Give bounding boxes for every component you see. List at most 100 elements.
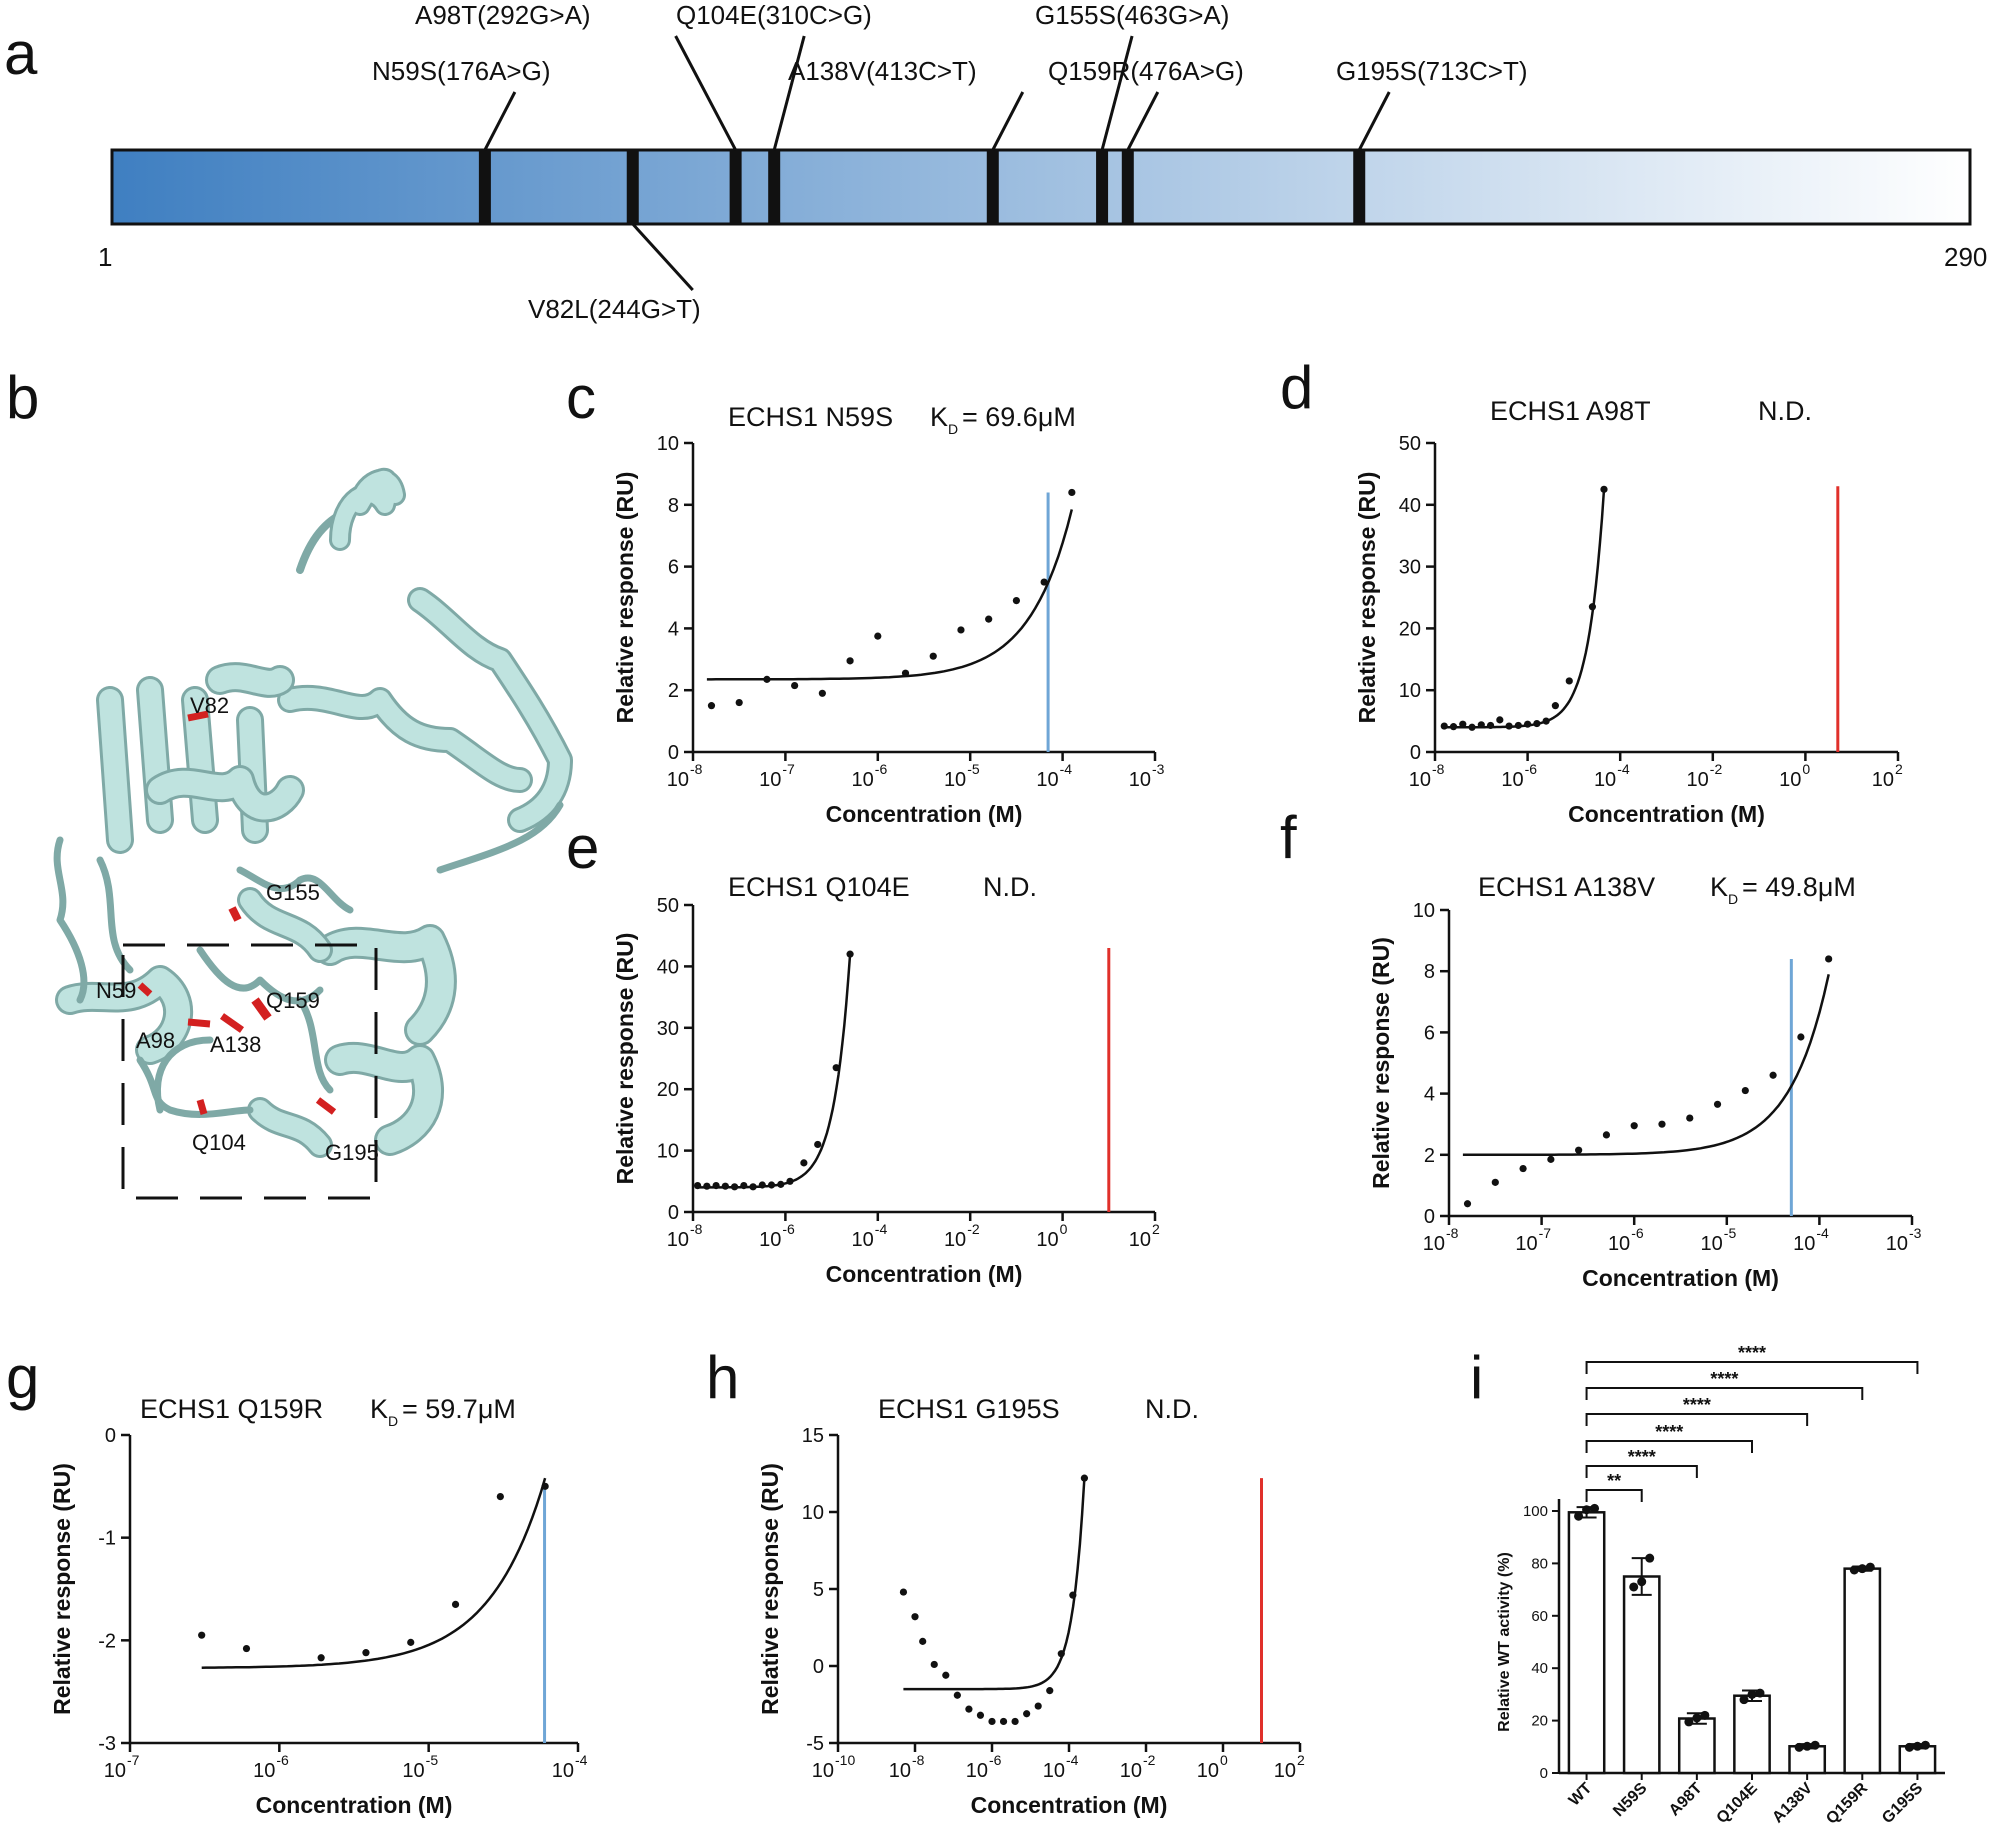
x-tick-base: 10	[253, 1760, 275, 1782]
data-point	[1713, 1100, 1722, 1108]
protein-structure: V82 G155 N59 Q159 A98 A138 Q104 G195	[53, 467, 573, 1200]
data-point	[1658, 1120, 1666, 1128]
highlight-q104	[196, 1099, 208, 1115]
data-point	[1463, 1200, 1472, 1208]
protein-bar	[110, 148, 1972, 226]
x-tick-base: 10	[759, 1229, 781, 1251]
data-point	[1630, 1122, 1638, 1130]
panel-label-d: d	[1280, 354, 1313, 421]
y-tick-label: 10	[657, 433, 679, 455]
data-point	[694, 1181, 702, 1190]
data-point	[763, 675, 771, 683]
y-axis-label: Relative response (RU)	[49, 1463, 75, 1715]
x-tick-base: 10	[852, 769, 874, 791]
residue-label-g155: G155	[266, 880, 320, 905]
x-axis-label: Concentration (M)	[826, 801, 1023, 827]
significance-label: ****	[1655, 1422, 1683, 1442]
residue-label-g195: G195	[325, 1140, 379, 1165]
data-point	[832, 1064, 840, 1072]
kd-symbol: K	[1710, 872, 1728, 902]
y-tick-label: 100	[1523, 1503, 1548, 1520]
mutation-label: A98T(292G>A)	[415, 0, 591, 30]
x-tick-base: 10	[1274, 1760, 1296, 1782]
kd-value: = 59.7μM	[402, 1394, 516, 1424]
data-point	[242, 1644, 251, 1653]
data-point	[451, 1600, 460, 1608]
x-tick-base: 10	[667, 1229, 689, 1251]
x-tick-exponent: -5	[967, 761, 980, 777]
data-point	[1741, 1086, 1749, 1095]
replicate-point	[1629, 1582, 1639, 1592]
mutation-leader-line	[772, 35, 806, 151]
x-tick-exponent: -3	[1152, 761, 1165, 777]
data-point	[317, 1654, 325, 1662]
data-point	[800, 1159, 808, 1167]
data-point	[1547, 1155, 1555, 1163]
y-tick-label: 40	[1399, 495, 1421, 517]
x-tick-exponent: -7	[127, 1752, 140, 1768]
y-tick-label: 40	[1531, 1660, 1548, 1677]
category-label: N59S	[1610, 1780, 1651, 1821]
chart-title: ECHS1 A98T	[1490, 396, 1651, 426]
data-point	[1068, 488, 1076, 497]
significance-bracket	[1585, 1440, 1753, 1453]
x-tick-base: 10	[966, 1760, 988, 1782]
x-tick-exponent: 0	[1060, 1221, 1068, 1237]
y-tick-label: 80	[1531, 1555, 1548, 1572]
mutation-marker	[986, 150, 999, 224]
x-tick-base: 10	[1197, 1760, 1219, 1782]
y-tick-label: 2	[1424, 1145, 1435, 1167]
bar	[1677, 1717, 1716, 1775]
y-tick-label: 6	[1424, 1022, 1435, 1044]
mutation-label: A138V(413C>T)	[788, 56, 977, 86]
data-point	[953, 1691, 961, 1699]
x-tick-exponent: -4	[1066, 1752, 1079, 1768]
y-tick-label: 60	[1531, 1608, 1548, 1625]
kd-subscript: D	[948, 421, 958, 437]
data-point	[740, 1181, 748, 1190]
data-point	[362, 1649, 370, 1657]
significance-bracket	[1585, 1489, 1643, 1502]
significance-bracket	[1585, 1465, 1698, 1478]
replicate-point	[1802, 1741, 1812, 1751]
data-point	[1040, 578, 1048, 586]
y-tick-label: 0	[1410, 742, 1421, 764]
chart-i: 0 20 40 60 80 100 Relative WT activity (%) WT N5…	[1496, 1343, 1945, 1828]
x-tick-base: 10	[1423, 1233, 1445, 1255]
data-point	[814, 1140, 822, 1149]
x-tick-exponent: -8	[690, 761, 703, 777]
y-axis-label: Relative response (RU)	[1354, 472, 1380, 724]
data-point	[1459, 720, 1467, 728]
category-label: A98T	[1666, 1780, 1706, 1820]
data-point	[791, 681, 799, 690]
y-tick-label: 8	[668, 495, 679, 517]
data-point	[1533, 719, 1541, 728]
y-tick-label: 0	[1424, 1206, 1435, 1228]
data-point	[988, 1717, 996, 1726]
y-tick-label: -5	[806, 1733, 824, 1755]
data-point	[1565, 677, 1573, 685]
data-point	[1542, 717, 1550, 725]
replicate-point	[1700, 1710, 1710, 1720]
fit-curve	[1441, 489, 1606, 729]
data-point	[712, 1181, 720, 1190]
mutation-marker	[478, 150, 491, 224]
helix-top	[296, 467, 406, 574]
x-tick-base: 10	[1701, 1233, 1723, 1255]
x-tick-base: 10	[1129, 769, 1151, 791]
data-point	[1034, 1702, 1042, 1710]
mutation-leader-line	[1126, 91, 1160, 151]
bar	[1733, 1694, 1771, 1775]
residue-label-q159: Q159	[266, 988, 320, 1013]
significance-label: **	[1607, 1471, 1621, 1491]
domain-start-label: 1	[98, 242, 112, 272]
x-tick-base: 10	[1687, 769, 1709, 791]
category-label: G195S	[1879, 1780, 1926, 1827]
significance-bracket	[1585, 1413, 1809, 1426]
mutation-label: Q159R(476A>G)	[1048, 56, 1244, 86]
data-point	[1069, 1591, 1077, 1599]
mutation-leader-line	[1100, 35, 1134, 151]
data-point	[1600, 485, 1608, 493]
significance-label: ****	[1683, 1395, 1711, 1415]
